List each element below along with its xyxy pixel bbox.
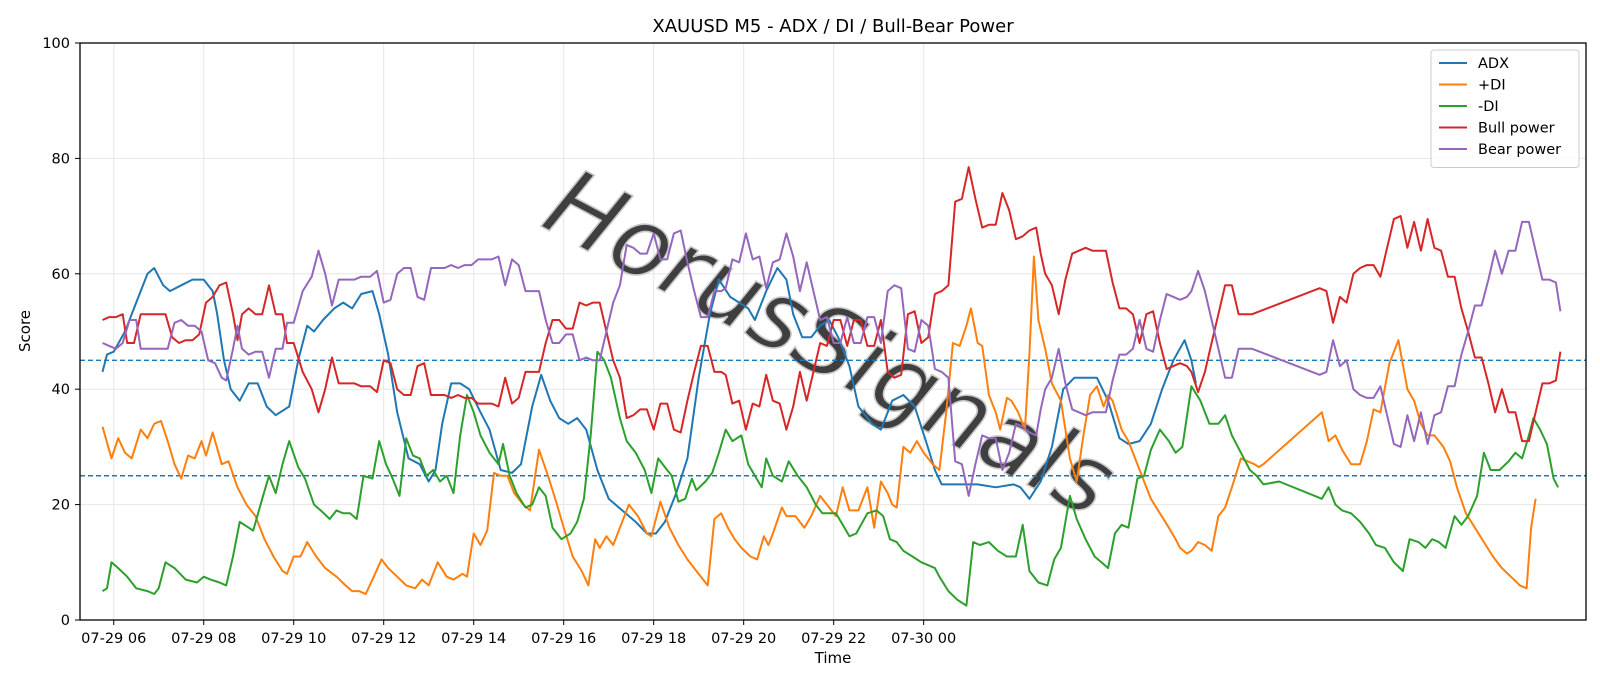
series-line-bull-power (102, 166, 1562, 443)
legend-label: Bear power (1478, 142, 1561, 158)
y-tick-label: 40 (52, 382, 70, 398)
x-tick-label: 07-30 00 (891, 631, 956, 647)
chart-title: XAUUSD M5 - ADX / DI / Bull-Bear Power (652, 16, 1014, 37)
y-axis-ticks: 0 20 40 60 80 100 (42, 36, 80, 629)
x-tick-label: 07-29 08 (171, 631, 236, 647)
x-tick-label: 07-29 16 (531, 631, 596, 647)
x-tick-label: 07-29 10 (261, 631, 326, 647)
x-tick-label: 07-29 20 (711, 631, 776, 647)
legend-label: +DI (1478, 78, 1506, 94)
plot-area (80, 43, 1586, 620)
y-tick-label: 80 (52, 151, 70, 167)
legend: ADX +DI -DI Bull power Bear power (1430, 49, 1580, 168)
x-axis-label: Time (814, 649, 852, 667)
y-axis-label: Score (16, 310, 34, 352)
legend-label: ADX (1478, 56, 1509, 72)
x-axis-ticks: 07-29 06 07-29 08 07-29 10 07-29 12 07-29 14… (81, 620, 956, 647)
y-tick-label: 20 (52, 498, 70, 514)
series-line-di (101, 255, 1537, 595)
x-tick-label: 07-29 06 (81, 631, 146, 647)
series-line-bear-power (102, 220, 1562, 497)
x-tick-label: 07-29 12 (351, 631, 416, 647)
y-tick-label: 0 (61, 613, 70, 629)
series-lines (101, 166, 1562, 607)
x-tick-label: 07-29 18 (621, 631, 686, 647)
series-line-di (101, 350, 1559, 607)
legend-box (1430, 49, 1580, 168)
y-tick-label: 60 (52, 267, 70, 283)
legend-label: Bull power (1478, 121, 1555, 137)
x-tick-label: 07-29 22 (801, 631, 866, 647)
legend-label: -DI (1478, 99, 1499, 115)
y-tick-label: 100 (42, 36, 70, 52)
series-line-adx (101, 267, 1197, 535)
x-tick-label: 07-29 14 (441, 631, 506, 647)
plot-frame (79, 42, 1587, 621)
